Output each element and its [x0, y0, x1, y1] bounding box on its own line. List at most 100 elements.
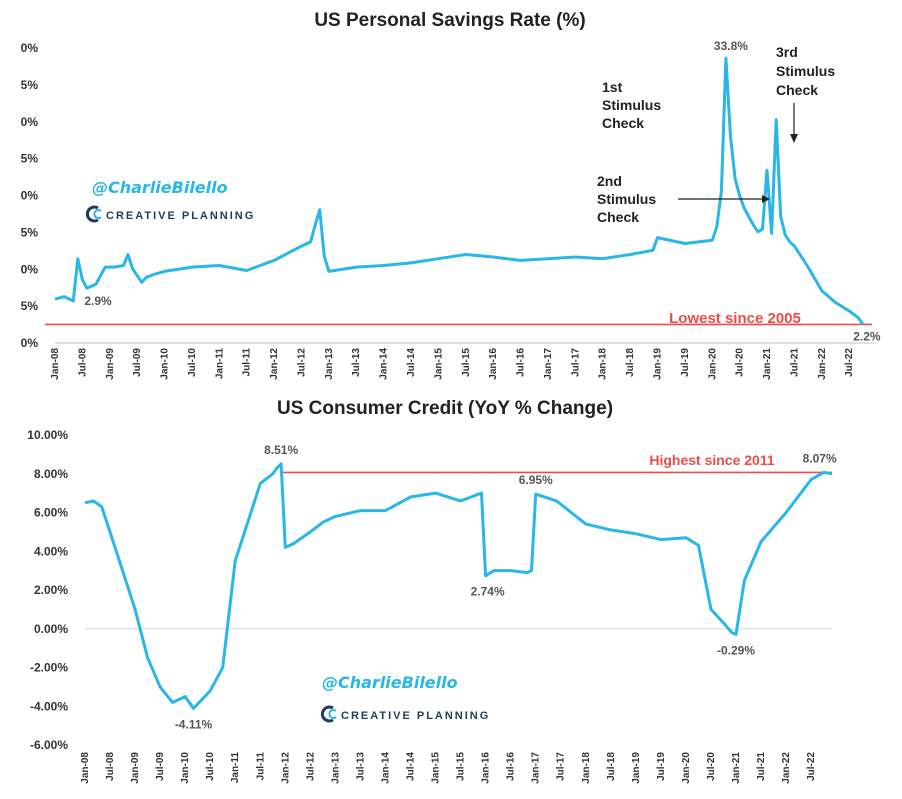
creative-planning-logo-icon	[85, 205, 102, 223]
c2-reference-label: Highest since 2011	[649, 452, 775, 468]
c1-ytick-label: 5%	[21, 78, 39, 92]
c2-xtick-label: Jul-19	[656, 752, 667, 781]
c1-xtick-label: Jul-09	[132, 348, 143, 377]
watermark-bottom: @CharlieBilello CREATIVE PLANNING	[320, 673, 490, 723]
c1-xtick-label: Jul-10	[187, 348, 198, 377]
c2-xtick-label: Jan-08	[80, 752, 91, 784]
annotation-2nd-line1: 2nd	[597, 173, 622, 189]
c1-xtick-label: Jan-22	[817, 348, 828, 380]
annotation-3rd-line1: 3rd	[776, 44, 798, 60]
c1-xtick-label: Jul-17	[570, 348, 581, 377]
c2-data-label: 8.51%	[264, 443, 298, 457]
c1-xtick-label: Jul-11	[242, 348, 253, 377]
c1-ytick-label: 5%	[21, 299, 39, 313]
c2-data-label: 6.95%	[519, 473, 553, 487]
annotation-3rd-line3: Check	[776, 82, 818, 98]
c1-ytick-label: 5%	[21, 152, 39, 166]
chart1-plot: 0% 5% 0% 5% 0% 5% 0% 5% 0% Jan-08 Jul-08 Jan-09 Jul-…	[21, 39, 881, 380]
creative-planning-logo-icon	[320, 705, 337, 723]
c1-xtick-label: Jan-10	[160, 348, 171, 380]
c1-xtick-label: Jan-12	[269, 348, 280, 380]
c1-xtick-label: Jul-20	[735, 348, 746, 377]
c1-ytick-label: 0%	[21, 262, 39, 276]
c1-xtick-label: Jul-15	[461, 348, 472, 377]
c1-xtick-label: Jan-18	[598, 348, 609, 380]
c2-xtick-label: Jul-13	[355, 752, 366, 781]
c2-ytick-label: 2.00%	[34, 583, 68, 597]
c2-xtick-label: Jul-08	[105, 752, 116, 781]
c1-xtick-label: Jul-18	[625, 348, 636, 377]
c2-xtick-label: Jul-17	[556, 752, 567, 781]
c1-ytick-label: 5%	[21, 225, 39, 239]
c2-ytick-label: -2.00%	[30, 661, 68, 675]
c2-xtick-label: Jan-17	[531, 752, 542, 784]
annotation-3rd-line2: Stimulus	[776, 63, 835, 79]
c2-data-label: 2.74%	[471, 585, 505, 599]
annotation-2nd-stimulus: 2nd Stimulus Check	[597, 173, 770, 225]
c2-xtick-label: Jul-16	[506, 752, 517, 781]
c1-series-line	[54, 56, 865, 326]
c1-xtick-label: Jul-21	[789, 348, 800, 377]
c2-xtick-label: Jul-11	[255, 752, 266, 781]
c1-ytick-label: 0%	[21, 41, 39, 55]
annotation-2nd-line3: Check	[597, 209, 639, 225]
c1-xtick-label: Jul-19	[680, 348, 691, 377]
c1-ytick-label: 0%	[21, 336, 39, 350]
c2-xtick-label: Jan-11	[230, 752, 241, 784]
c1-xtick-label: Jan-17	[543, 348, 554, 380]
watermark-top: @CharlieBilello CREATIVE PLANNING	[85, 178, 253, 223]
c1-xtick-label: Jan-19	[652, 348, 663, 380]
c1-xtick-label: Jan-14	[379, 348, 390, 380]
watermark-brand-bottom: CREATIVE PLANNING	[341, 710, 490, 722]
c2-xtick-label: Jan-13	[330, 752, 341, 784]
chart1-title: US Personal Savings Rate (%)	[314, 10, 585, 31]
c2-xtick-label: Jan-15	[431, 752, 442, 784]
chart2-title: US Consumer Credit (YoY % Change)	[277, 398, 613, 419]
c2-ytick-label: -4.00%	[30, 699, 68, 713]
c2-xtick-label: Jul-09	[155, 752, 166, 781]
watermark-handle-bottom: @CharlieBilello	[322, 673, 458, 692]
c2-data-label: -4.11%	[175, 717, 213, 731]
c1-xtick-label: Jul-16	[516, 348, 527, 377]
annotation-1st-line1: 1st	[602, 79, 623, 95]
c1-xtick-label: Jan-08	[50, 348, 61, 380]
c2-xtick-label: Jan-18	[581, 752, 592, 784]
c1-xtick-label: Jan-20	[707, 348, 718, 380]
c2-ytick-label: 4.00%	[34, 544, 68, 558]
c1-xtick-label: Jul-22	[844, 348, 855, 377]
c1-ytick-label: 0%	[21, 115, 39, 129]
c2-ytick-label: 0.00%	[34, 622, 68, 636]
c2-xtick-label: Jul-20	[706, 752, 717, 781]
c2-xtick-label: Jan-16	[481, 752, 492, 784]
c1-xtick-label: Jul-13	[351, 348, 362, 377]
c2-ytick-label: -6.00%	[30, 738, 68, 752]
c2-ytick-label: 10.00%	[27, 428, 68, 442]
c1-data-label: 2.9%	[84, 294, 112, 308]
c2-xtick-label: Jan-19	[631, 752, 642, 784]
c1-reference-label: Lowest since 2005	[669, 310, 801, 327]
c2-xtick-label: Jan-14	[380, 752, 391, 784]
c2-xtick-label: Jan-12	[280, 752, 291, 784]
c2-xtick-label: Jan-21	[731, 752, 742, 784]
c2-ytick-label: 6.00%	[34, 506, 68, 520]
c2-ytick-label: 8.00%	[34, 467, 68, 481]
c2-series-line	[84, 462, 833, 710]
c2-xtick-label: Jan-20	[681, 752, 692, 784]
c2-xtick-label: Jan-22	[781, 752, 792, 784]
c1-xtick-label: Jan-13	[324, 348, 335, 380]
annotation-1st-stimulus: 1st Stimulus Check	[602, 79, 661, 131]
c1-data-label: 2.2%	[853, 329, 881, 343]
c1-xtick-label: Jul-08	[77, 348, 88, 377]
annotation-3rd-stimulus: 3rd Stimulus Check	[776, 44, 835, 143]
c1-xtick-label: Jan-16	[488, 348, 499, 380]
c2-xtick-label: Jan-09	[130, 752, 141, 784]
c2-xtick-label: Jul-18	[606, 752, 617, 781]
c1-xtick-label: Jul-14	[406, 348, 417, 377]
c1-xtick-label: Jan-21	[762, 348, 773, 380]
annotation-1st-line2: Stimulus	[602, 97, 661, 113]
c2-xtick-label: Jul-12	[305, 752, 316, 781]
c2-xtick-label: Jul-15	[456, 752, 467, 781]
c1-xtick-label: Jan-15	[433, 348, 444, 380]
c2-data-label: 8.07%	[803, 451, 837, 465]
